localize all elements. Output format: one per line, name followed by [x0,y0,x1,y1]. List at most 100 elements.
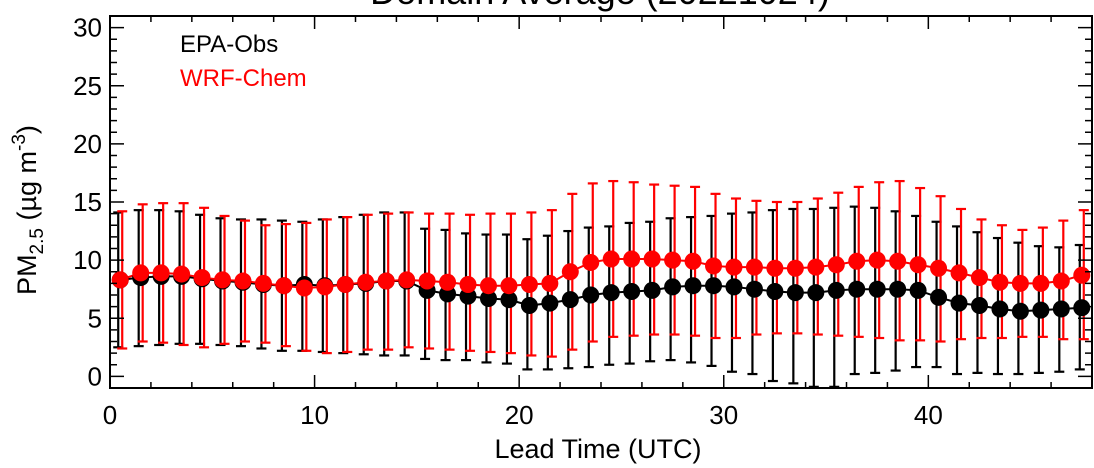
axes: 0 10 20 30 40 0 5 10 15 20 25 30 [73,13,1093,430]
data-point [950,264,968,282]
data-point [398,271,416,289]
data-point [316,278,334,296]
y-tick-label: 0 [88,361,102,391]
data-point [214,271,232,289]
data-point [254,274,272,292]
data-point [541,294,559,312]
legend-entry: EPA-Obs [180,31,278,58]
data-point [377,272,395,290]
x-tick-label: 40 [914,400,943,430]
y-label-close: ) [12,125,42,134]
data-point [848,280,866,298]
data-point [705,257,723,275]
data-point [643,250,661,268]
data-point [848,252,866,270]
data-point [991,273,1009,291]
data-point [664,251,682,269]
data-point [582,253,600,271]
x-axis-label: Lead Time (UTC) [494,434,701,464]
data-point [889,252,907,270]
data-point [602,284,620,302]
data-point [909,281,927,299]
data-point [1073,299,1091,317]
data-point [950,294,968,312]
data-point [1032,274,1050,292]
series-markers [111,250,1091,320]
data-point [786,284,804,302]
data-point [582,286,600,304]
data-point [500,277,518,295]
x-tick-label: 10 [300,400,329,430]
data-point [745,258,763,276]
data-point [970,296,988,314]
y-tick-label: 15 [73,187,102,217]
data-point [1052,300,1070,318]
data-point [173,265,191,283]
data-point [745,280,763,298]
data-point [807,284,825,302]
data-point [357,273,375,291]
data-point [807,258,825,276]
data-point [132,264,150,282]
data-point [295,279,313,297]
data-point [1052,272,1070,290]
data-point [1011,274,1029,292]
data-point [623,283,641,301]
data-point [418,272,436,290]
data-point [193,269,211,287]
data-point [766,259,784,277]
data-point [725,278,743,296]
data-point [459,287,477,305]
legend-entry: WRF-Chem [180,65,307,92]
data-point [909,256,927,274]
x-tick-label: 30 [709,400,738,430]
data-point [1073,266,1091,284]
y-label-subscript: 2.5 [27,228,48,254]
data-point [889,280,907,298]
data-point [439,273,457,291]
data-point [479,289,497,307]
data-point [827,256,845,274]
data-point [152,264,170,282]
legend: EPA-Obs WRF-Chem [180,31,307,92]
y-tick-label: 5 [88,303,102,333]
data-point [930,259,948,277]
data-point [868,280,886,298]
y-tick-label: 25 [73,71,102,101]
data-point [520,296,538,314]
data-point [991,300,1009,318]
y-label-exponent: -3 [9,134,30,151]
y-tick-label: 30 [73,13,102,43]
data-point [439,285,457,303]
data-point [520,276,538,294]
y-label-main: PM [12,254,42,295]
y-axis-label: PM2.5 (µg m-3) [9,125,48,295]
data-point [1032,301,1050,319]
data-point [500,291,518,309]
data-point [111,271,129,289]
x-tick-label: 0 [103,400,117,430]
data-point [868,251,886,269]
data-point [561,291,579,309]
data-point [684,252,702,270]
data-point [1011,302,1029,320]
data-point [234,272,252,290]
y-tick-label: 20 [73,129,102,159]
data-point [827,281,845,299]
data-point [459,276,477,294]
data-point [479,277,497,295]
data-point [643,281,661,299]
data-point [623,250,641,268]
data-point [684,277,702,295]
data-point [766,283,784,301]
y-tick-label: 10 [73,245,102,275]
chart-title: Domain Average (20221024) [370,0,830,12]
data-point [336,276,354,294]
data-point [664,278,682,296]
data-point [786,259,804,277]
data-point [970,269,988,287]
x-tick-label: 20 [505,400,534,430]
data-point [705,277,723,295]
data-point [602,250,620,268]
